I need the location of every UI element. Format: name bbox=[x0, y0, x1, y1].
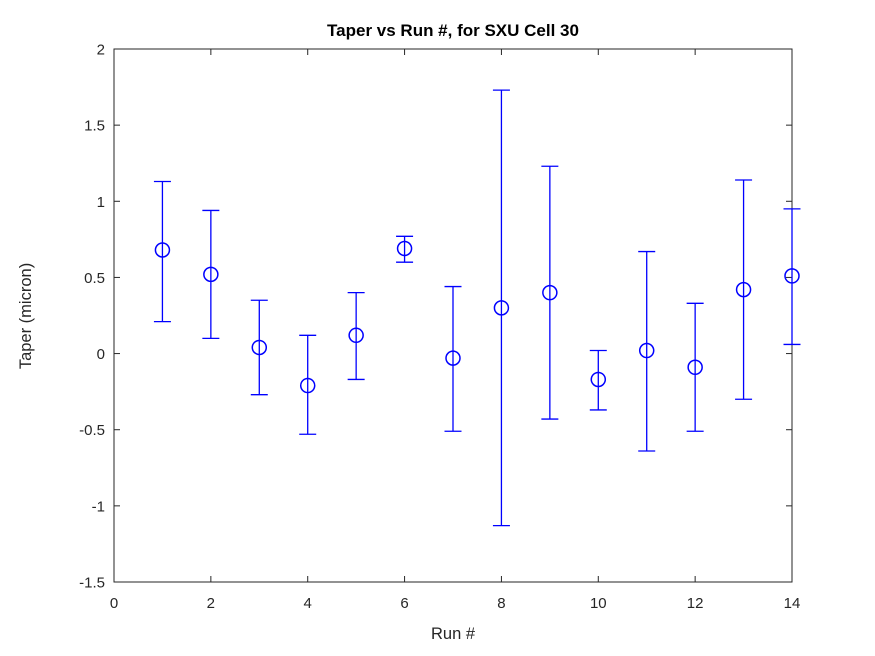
y-tick-label: 0 bbox=[97, 346, 105, 363]
error-bar-point bbox=[638, 250, 656, 452]
y-tick-label: 1.5 bbox=[84, 118, 105, 135]
x-tick-label: 0 bbox=[110, 595, 118, 612]
data-point-marker bbox=[348, 327, 364, 344]
data-point-marker bbox=[396, 240, 413, 257]
data-point-marker bbox=[590, 371, 607, 388]
y-tick-label: -1 bbox=[92, 498, 105, 515]
x-axis-label: Run # bbox=[431, 625, 476, 643]
data-point-marker bbox=[299, 377, 316, 394]
x-tick-label: 12 bbox=[687, 595, 704, 612]
error-bar-point bbox=[589, 349, 607, 411]
x-tick-label: 8 bbox=[497, 595, 505, 612]
error-bar-point bbox=[735, 179, 753, 400]
y-tick-label: -1.5 bbox=[79, 575, 105, 592]
data-point-marker bbox=[154, 242, 171, 258]
data-point-marker bbox=[687, 359, 703, 376]
x-tick-label: 4 bbox=[304, 595, 312, 612]
data-point-marker bbox=[251, 339, 268, 356]
data-point-marker bbox=[638, 342, 655, 359]
y-axis-label: Taper (micron) bbox=[17, 263, 35, 369]
data-point-marker bbox=[735, 281, 752, 298]
y-tick-label: 0.5 bbox=[84, 270, 105, 287]
error-bar-point bbox=[202, 209, 220, 339]
data-point-marker bbox=[542, 284, 558, 301]
x-tick-label: 10 bbox=[590, 595, 607, 612]
error-bar-point bbox=[444, 285, 462, 432]
y-tick-label: 2 bbox=[97, 42, 105, 59]
error-bar-point bbox=[153, 180, 171, 323]
axes-layer: 0 2 4 6 8 10 12 14 -1.5 -1 -0.5 0 0.5 1 1.5 2 bbox=[79, 42, 800, 613]
error-bar-point bbox=[347, 292, 365, 381]
data-point-marker bbox=[493, 300, 510, 316]
x-tick-label: 2 bbox=[207, 595, 215, 612]
series-layer bbox=[153, 89, 801, 527]
y-tick-label: 1 bbox=[97, 194, 105, 211]
error-bar-point bbox=[299, 334, 317, 435]
data-point-marker bbox=[445, 350, 461, 366]
data-point-marker bbox=[784, 268, 800, 284]
error-bar-point bbox=[783, 208, 801, 346]
chart-title: Taper vs Run #, for SXU Cell 30 bbox=[327, 21, 579, 40]
x-tick-label: 14 bbox=[784, 595, 801, 612]
data-point-marker bbox=[203, 266, 219, 283]
error-bar-point bbox=[250, 299, 268, 396]
error-bar-point bbox=[396, 235, 414, 263]
y-tick-label: -0.5 bbox=[79, 422, 105, 439]
error-bar-point bbox=[541, 165, 559, 420]
error-bar-point bbox=[492, 89, 510, 527]
error-bar-point bbox=[686, 302, 704, 432]
x-tick-label: 6 bbox=[400, 595, 408, 612]
